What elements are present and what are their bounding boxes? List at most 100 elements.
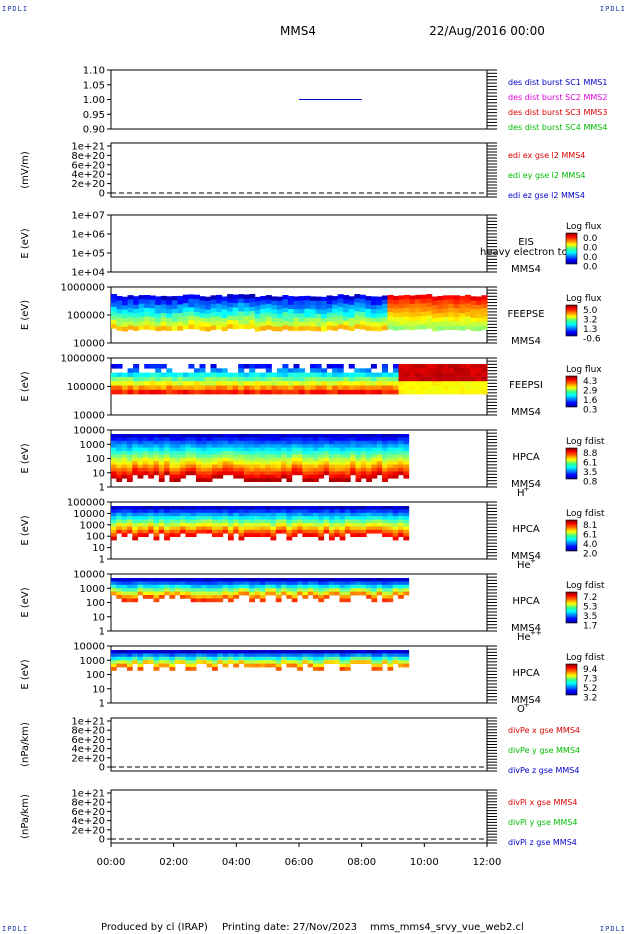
colorbar-tick: 2.0 — [583, 550, 598, 560]
colorbar-tick: 7.3 — [583, 675, 597, 685]
x-tick-label: 10:00 — [410, 857, 439, 868]
y-tick-label: 8e+20 — [71, 726, 105, 737]
corner-label-bl: IPDLI — [2, 925, 29, 933]
spectrogram — [111, 364, 488, 395]
colorbar-title: Log flux — [566, 222, 602, 232]
colorbar-tick: 4.0 — [583, 540, 598, 550]
instrument-label: HPCA — [512, 452, 540, 463]
y-tick-label: 1e+05 — [71, 249, 105, 260]
colorbar-tick: 3.2 — [583, 316, 597, 326]
spacecraft-label: MMS4 — [511, 695, 541, 706]
y-tick-label: 100000 — [67, 498, 105, 509]
y-axis-label: E (eV) — [20, 659, 31, 689]
colorbar-tick: 1.3 — [583, 325, 597, 335]
y-tick-label: 1e+07 — [71, 211, 105, 222]
panel-3: 1e+07 1e+06 1e+05 1e+04 E (eV) EIS MMS4 heavy e… — [20, 211, 602, 279]
y-tick-label: 1000 — [80, 656, 105, 667]
colorbar-tick: 8.8 — [583, 449, 598, 459]
y-tick-label: 100 — [86, 670, 105, 681]
y-tick-label: 1 — [99, 699, 105, 710]
spacecraft-label: MMS4 — [511, 264, 541, 275]
instrument-label: EIS — [518, 237, 534, 248]
legend-entry: des dist burst SC4 MMS4 — [508, 123, 607, 132]
y-tick-label: 1.00 — [83, 95, 105, 106]
spectrogram — [111, 578, 410, 603]
y-tick-label: 1000 — [80, 520, 105, 531]
y-tick-label: 0 — [99, 189, 105, 200]
instrument-label: FEEPSI — [509, 380, 543, 391]
colorbar-tick: 1.7 — [583, 622, 597, 632]
colorbar — [565, 232, 578, 265]
y-tick-label: 2e+20 — [71, 825, 105, 836]
y-axis-label: (nPa/km) — [20, 794, 31, 839]
x-tick-label: 02:00 — [159, 857, 188, 868]
footer-produced: Produced by cl (IRAP) — [101, 922, 208, 933]
instrument-label: HPCA — [512, 596, 540, 607]
colorbar-tick: 0.0 — [583, 263, 598, 273]
legend-entry: divPe x gse MMS4 — [508, 726, 580, 735]
y-tick-label: 10000 — [73, 509, 105, 520]
y-axis-label: E (eV) — [20, 587, 31, 617]
spacecraft-label: MMS4 — [511, 623, 541, 634]
legend-entry: divPe y gse MMS4 — [508, 746, 580, 755]
y-tick-label: 100 — [86, 532, 105, 543]
y-tick-label: 1e+21 — [71, 717, 105, 728]
colorbar-tick: 9.4 — [583, 665, 598, 675]
spacecraft-label: MMS4 — [511, 479, 541, 490]
y-tick-label: 1e+04 — [71, 268, 105, 279]
legend-entry: divPe z gse MMS4 — [508, 766, 579, 775]
x-tick-label: 00:00 — [97, 857, 126, 868]
species-label: He — [517, 560, 531, 571]
y-tick-label: 4e+20 — [71, 744, 105, 755]
species-charge: + — [530, 557, 536, 565]
legend-entry: divPi y gse MMS4 — [508, 818, 577, 827]
colorbar-tick: 3.5 — [583, 468, 597, 478]
y-tick-label: 10 — [92, 543, 105, 554]
spacecraft-label: MMS4 — [511, 336, 541, 347]
y-axis-label: E (eV) — [20, 443, 31, 473]
y-tick-label: 6e+20 — [71, 807, 105, 818]
corner-label-tr: IPDLI — [599, 5, 626, 13]
y-tick-label: 1e+06 — [71, 230, 105, 241]
colorbar-tick: 0.0 — [583, 234, 598, 244]
colorbar-tick: 2.9 — [583, 387, 598, 397]
colorbar-tick: 0.3 — [583, 406, 597, 416]
y-tick-label: 100000 — [67, 311, 105, 322]
colorbar — [565, 663, 578, 696]
spectrogram — [111, 294, 488, 332]
legend-entry: edi ex gse l2 MMS4 — [508, 151, 585, 160]
colorbar-tick: 5.2 — [583, 684, 597, 694]
colorbar-title: Log flux — [566, 365, 602, 375]
y-axis-label: E (eV) — [20, 371, 31, 401]
spectrogram — [111, 434, 410, 482]
y-tick-label: 2e+20 — [71, 179, 105, 190]
colorbar-tick: 5.0 — [583, 306, 598, 316]
colorbar-title: Log fdist — [566, 581, 605, 591]
y-axis-label: E (eV) — [20, 228, 31, 258]
spacecraft-label: MMS4 — [511, 407, 541, 418]
colorbar — [565, 304, 578, 337]
colorbar-tick: 5.3 — [583, 603, 597, 613]
y-tick-label: 1000 — [80, 440, 105, 451]
colorbar-title: Log fdist — [566, 653, 605, 663]
x-tick-label: 12:00 — [473, 857, 502, 868]
y-tick-label: 1e+21 — [71, 142, 105, 153]
y-tick-label: 10000 — [73, 339, 105, 350]
y-tick-label: 10000 — [73, 426, 105, 437]
y-tick-label: 1 — [99, 627, 105, 638]
colorbar — [565, 591, 578, 624]
y-tick-label: 8e+20 — [71, 151, 105, 162]
y-tick-label: 10000 — [73, 570, 105, 581]
instrument-label: HPCA — [512, 524, 540, 535]
y-tick-label: 6e+20 — [71, 735, 105, 746]
y-tick-label: 0.95 — [83, 110, 105, 121]
panel-4: 1000000 100000 10000 E (eV) FEEPSE MMS4 Log fl… — [20, 283, 602, 350]
colorbar — [565, 447, 578, 480]
legend-entry: edi ez gse l2 MMS4 — [508, 191, 585, 200]
y-tick-label: 0.90 — [83, 125, 105, 136]
